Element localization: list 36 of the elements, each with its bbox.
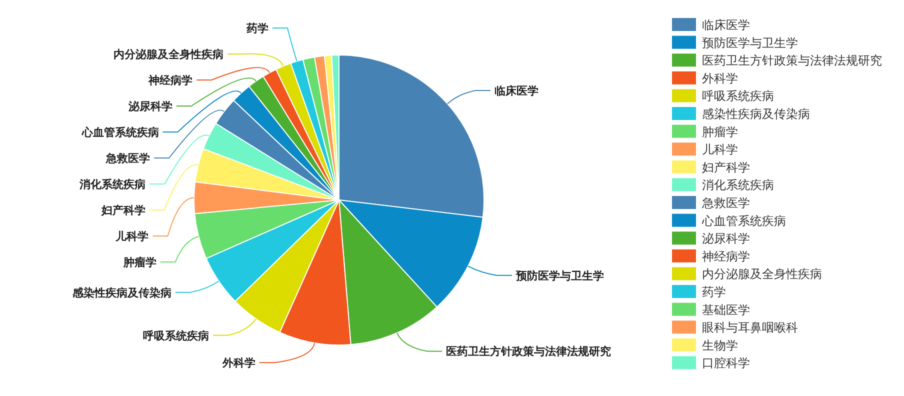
slice-label: 呼吸系统疾病 <box>143 329 209 342</box>
slice-label: 神经病学 <box>148 74 193 87</box>
slice-label: 内分泌腺及全身性疾病 <box>114 48 224 61</box>
slice-label: 消化系统疾病 <box>78 178 146 191</box>
legend-label: 药学 <box>702 285 726 299</box>
slice-label: 心血管系统疾病 <box>80 126 159 139</box>
slice-label: 药学 <box>245 22 268 35</box>
legend-label: 心血管系统疾病 <box>701 214 786 228</box>
legend-label: 儿科学 <box>702 142 738 157</box>
legend-label: 医药卫生方针政策与法律法规研究 <box>702 54 882 68</box>
slice-label: 医药卫生方针政策与法律法规研究 <box>446 345 612 358</box>
legend-label: 呼吸系统疾病 <box>702 89 774 104</box>
legend-label: 生物学 <box>702 338 738 352</box>
legend-label: 泌尿科学 <box>702 232 750 246</box>
slice-label: 感染性疾病及传染病 <box>71 286 172 300</box>
legend-label: 口腔科学 <box>702 356 750 370</box>
slice-label: 急救医学 <box>105 152 150 165</box>
legend-label: 外科学 <box>702 71 738 86</box>
slice-label: 肿瘤学 <box>122 256 156 269</box>
slice-label: 泌尿科学 <box>127 100 172 113</box>
slice-label: 妇产科学 <box>100 204 146 217</box>
legend-label: 消化系统疾病 <box>702 178 774 192</box>
legend-label: 感染性疾病及传染病 <box>702 107 810 121</box>
legend-label: 临床医学 <box>702 18 750 32</box>
legend-label: 急救医学 <box>701 196 750 210</box>
legend-label: 肿瘤学 <box>702 124 738 139</box>
legend-label: 神经病学 <box>702 249 750 264</box>
slice-label: 临床医学 <box>494 84 539 98</box>
legend-label: 内分泌腺及全身性疾病 <box>702 267 822 282</box>
slice-label: 预防医学与卫生学 <box>514 269 604 282</box>
legend-label: 基础医学 <box>702 302 750 317</box>
slice-label: 儿科学 <box>114 230 149 243</box>
legend-label: 预防医学与卫生学 <box>702 36 798 50</box>
legend-label: 妇产科学 <box>702 160 750 174</box>
legend-label: 眼科与耳鼻咽喉科 <box>702 320 798 335</box>
slice-label: 外科学 <box>221 356 256 370</box>
